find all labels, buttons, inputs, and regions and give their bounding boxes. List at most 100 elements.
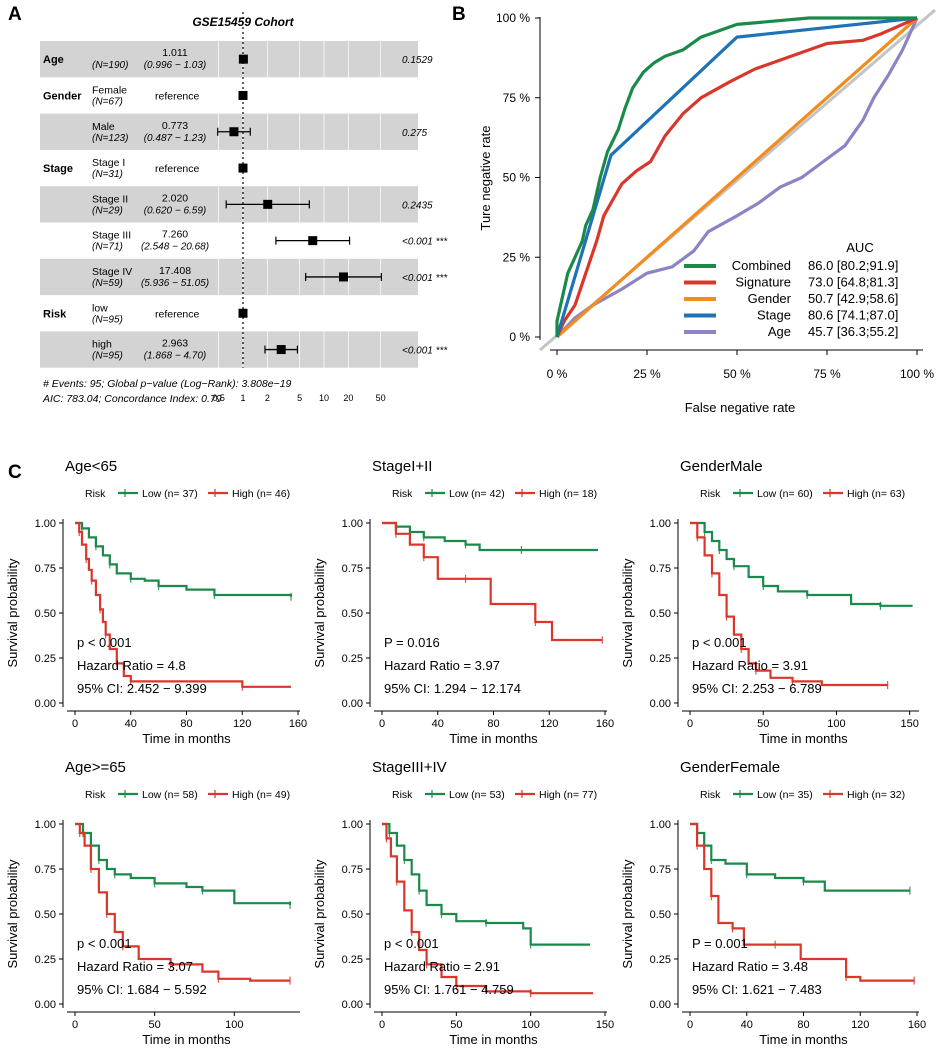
forest-n: (N=190) <box>92 60 128 71</box>
forest-point <box>308 236 318 246</box>
forest-variable: Risk <box>43 308 67 320</box>
km-y-label: Survival probability <box>620 859 635 969</box>
forest-level: Stage IV <box>92 266 132 278</box>
forest-x-tick: 50 <box>376 393 386 403</box>
km-title: Age<65 <box>65 458 117 475</box>
km-x-tick: 100 <box>827 718 845 730</box>
forest-n: (N=95) <box>92 314 123 325</box>
roc-y-tick: 75 % <box>503 91 531 105</box>
forest-hr: 2.963 <box>162 338 188 350</box>
km-legend-low: Low (n= 53) <box>449 789 505 801</box>
km-curve-high <box>382 822 594 995</box>
forest-p: 0.275 <box>402 128 427 139</box>
roc-legend-auc: 45.7 [36.3;55.2] <box>808 324 898 339</box>
forest-n: (N=67) <box>92 96 123 107</box>
km-stat-p: p < 0.001 <box>692 635 747 650</box>
roc-y-tick: 25 % <box>503 250 531 264</box>
km-curve-low <box>382 521 598 552</box>
forest-point <box>238 308 248 318</box>
km-y-tick: 0.50 <box>342 909 363 921</box>
km-y-tick: 0.25 <box>35 653 56 665</box>
roc-y-tick: 0 % <box>509 330 530 344</box>
forest-ci: (5.936 − 51.05) <box>141 278 209 289</box>
forest-variable: Age <box>43 54 64 66</box>
forest-level: high <box>92 339 112 351</box>
km-y-label: Survival probability <box>5 558 20 668</box>
km-x-tick: 0 <box>687 1019 693 1031</box>
km-y-tick: 0.00 <box>342 698 363 710</box>
roc-legend-title: AUC <box>846 240 873 255</box>
panel-label-b: B <box>452 4 466 25</box>
km-curve-high <box>75 521 291 688</box>
km-x-tick: 160 <box>908 1019 926 1031</box>
km-x-tick: 50 <box>149 1019 161 1031</box>
km-plot-age-65: Age<65 Risk Low (n= 37) High (n= 46) 0.00 0.2… <box>5 458 307 746</box>
km-x-tick: 80 <box>180 718 192 730</box>
km-curve-high <box>690 822 915 982</box>
km-y-tick: 1.00 <box>650 518 671 530</box>
roc-curve-stage <box>555 16 918 338</box>
km-y-tick: 0.00 <box>650 999 671 1011</box>
forest-n: (N=123) <box>92 133 128 144</box>
forest-x-tick: 2 <box>265 393 270 403</box>
roc-curve-age <box>555 17 919 339</box>
roc-y-tick: 50 % <box>503 171 531 185</box>
km-x-tick: 0 <box>72 1019 78 1031</box>
km-plots: Age<65 Risk Low (n= 37) High (n= 46) 0.00 0.2… <box>5 458 926 1047</box>
forest-hr: reference <box>155 308 200 320</box>
km-y-tick: 1.00 <box>342 518 363 530</box>
km-curve-low <box>382 822 591 946</box>
km-y-tick: 0.75 <box>35 864 56 876</box>
km-y-label: Survival probability <box>312 859 327 969</box>
km-x-tick: 0 <box>72 718 78 730</box>
forest-level: Male <box>92 121 115 133</box>
roc-legend-name: Signature <box>735 275 791 290</box>
km-y-tick: 0.75 <box>650 563 671 575</box>
km-stat-ci: 95% CI: 1.684 − 5.592 <box>77 982 207 997</box>
forest-level: Stage II <box>92 193 128 205</box>
km-y-tick: 0.75 <box>342 864 363 876</box>
km-plot-age-65: Age>=65 Risk Low (n= 58) High (n= 49) 0.00 0.… <box>5 759 300 1047</box>
forest-level: Stage I <box>92 157 125 169</box>
km-y-tick: 0.00 <box>35 999 56 1011</box>
km-x-tick: 0 <box>379 1019 385 1031</box>
km-legend-high: High (n= 49) <box>232 789 290 801</box>
km-plot-genderfemale: GenderFemale Risk Low (n= 35) High (n= 32) 0… <box>620 759 926 1047</box>
km-legend-low: Low (n= 58) <box>142 789 198 801</box>
roc-x-tick: 75 % <box>813 367 841 381</box>
roc-legend-name: Stage <box>757 308 791 323</box>
km-x-tick: 40 <box>125 718 137 730</box>
km-curve-high <box>382 521 603 642</box>
km-legend-high: High (n= 18) <box>539 488 597 500</box>
km-x-tick: 0 <box>687 718 693 730</box>
km-x-tick: 0 <box>379 718 385 730</box>
forest-n: (N=71) <box>92 242 123 253</box>
km-x-tick: 50 <box>757 718 769 730</box>
km-y-tick: 0.75 <box>35 563 56 575</box>
roc-y-tick: 100 % <box>496 11 530 25</box>
km-x-tick: 120 <box>851 1019 869 1031</box>
km-x-label: Time in months <box>759 1032 848 1047</box>
km-x-label: Time in months <box>142 731 231 746</box>
km-plot-stageiii-iv: StageIII+IV Risk Low (n= 53) High (n= 77) 0.… <box>312 759 614 1047</box>
km-x-tick: 120 <box>233 718 251 730</box>
km-y-tick: 0.00 <box>342 999 363 1011</box>
roc-y-label: Ture negative rate <box>478 125 493 230</box>
forest-row-band <box>40 41 418 78</box>
km-legend-high: High (n= 77) <box>539 789 597 801</box>
km-y-tick: 0.75 <box>342 563 363 575</box>
forest-hr: reference <box>155 90 200 102</box>
km-x-tick: 120 <box>540 718 558 730</box>
forest-n: (N=95) <box>92 351 123 362</box>
km-curve-low <box>690 822 910 892</box>
km-curve-low <box>75 822 292 905</box>
forest-hr: 7.260 <box>162 229 188 241</box>
km-y-label: Survival probability <box>620 558 635 668</box>
km-title: GenderMale <box>680 458 763 475</box>
km-legend-high: High (n= 46) <box>232 488 290 500</box>
forest-p: 0.1529 <box>402 55 433 66</box>
km-x-tick: 150 <box>596 1019 614 1031</box>
forest-hr: 2.020 <box>162 192 188 204</box>
forest-variable: Stage <box>43 163 73 175</box>
